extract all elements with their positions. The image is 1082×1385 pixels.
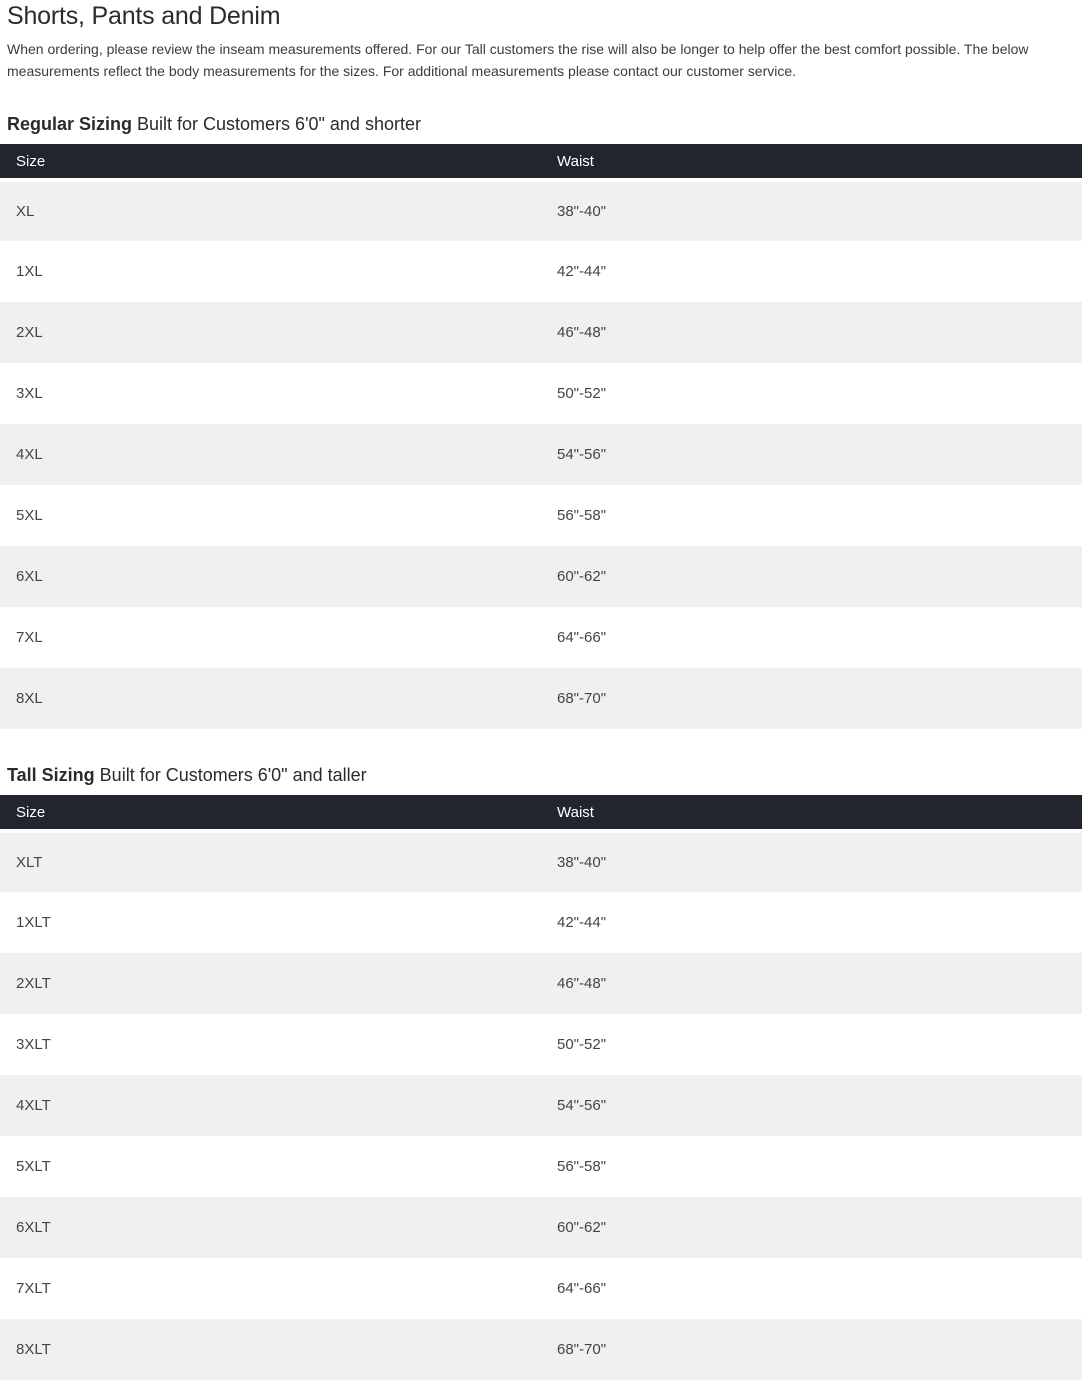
waist-cell: 60"-62" [557, 1219, 607, 1236]
page-title: Shorts, Pants and Denim [7, 2, 281, 30]
table-header-row: Size Waist [0, 144, 1082, 182]
waist-cell: 50"-52" [557, 1036, 607, 1053]
table-row: 3XLT 50"-52" [0, 1014, 1082, 1075]
size-cell: XLT [16, 854, 43, 871]
size-cell: 5XL [16, 507, 43, 524]
table-row: 3XL 50"-52" [0, 363, 1082, 424]
size-cell: 2XLT [16, 975, 51, 992]
regular-sizing-heading-bold: Regular Sizing [7, 114, 133, 134]
waist-cell: 42"-44" [557, 914, 607, 931]
waist-cell: 42"-44" [557, 263, 607, 280]
table-row: XLT 38"-40" [0, 831, 1082, 892]
tall-sizing-table-header: Size Waist [0, 795, 1082, 833]
table-header-row: Size Waist [0, 795, 1082, 833]
size-cell: 4XLT [16, 1097, 51, 1114]
table-row: 1XLT 42"-44" [0, 892, 1082, 953]
tall-sizing-heading-bold: Tall Sizing [7, 765, 95, 785]
size-cell: 8XLT [16, 1341, 51, 1358]
table-row: 1XL 42"-44" [0, 241, 1082, 302]
table-row: 7XL 64"-66" [0, 607, 1082, 668]
table-row: 2XL 46"-48" [0, 302, 1082, 363]
size-cell: 3XLT [16, 1036, 51, 1053]
size-cell: 5XLT [16, 1158, 51, 1175]
size-cell: 6XL [16, 568, 43, 585]
size-column-header: Size [0, 795, 541, 833]
table-row: 4XLT 54"-56" [0, 1075, 1082, 1136]
waist-cell: 38"-40" [557, 854, 607, 871]
page-description: When ordering, please review the inseam … [7, 41, 1029, 79]
table-row: 4XL 54"-56" [0, 424, 1082, 485]
size-cell: 3XL [16, 385, 43, 402]
waist-cell: 50"-52" [557, 385, 607, 402]
tall-sizing-heading-rest: Built for Customers 6'0" and taller [94, 765, 367, 785]
waist-cell: 56"-58" [557, 1158, 607, 1175]
table-row: 2XLT 46"-48" [0, 953, 1082, 1014]
waist-cell: 54"-56" [557, 1097, 607, 1114]
regular-sizing-table-header: Size Waist [0, 144, 1082, 182]
size-cell: 7XLT [16, 1280, 51, 1297]
waist-cell: 64"-66" [557, 1280, 607, 1297]
waist-cell: 68"-70" [557, 1341, 607, 1358]
regular-sizing-heading-rest: Built for Customers 6'0" and shorter [132, 114, 421, 134]
waist-cell: 46"-48" [557, 324, 607, 341]
table-row: 6XL 60"-62" [0, 546, 1082, 607]
waist-cell: 46"-48" [557, 975, 607, 992]
table-row: XL 38"-40" [0, 180, 1082, 241]
table-row: 5XL 56"-58" [0, 485, 1082, 546]
size-cell: 8XL [16, 690, 43, 707]
waist-column-header: Waist [541, 144, 1082, 182]
size-cell: 4XL [16, 446, 43, 463]
tall-sizing-heading: Tall Sizing Built for Customers 6'0" and… [0, 763, 1082, 787]
table-row: 5XLT 56"-58" [0, 1136, 1082, 1197]
waist-cell: 64"-66" [557, 629, 607, 646]
waist-cell: 68"-70" [557, 690, 607, 707]
waist-cell: 60"-62" [557, 568, 607, 585]
table-row: 7XLT 64"-66" [0, 1258, 1082, 1319]
size-cell: 2XL [16, 324, 43, 341]
size-column-header: Size [0, 144, 541, 182]
size-cell: 6XLT [16, 1219, 51, 1236]
table-row: 8XL 68"-70" [0, 668, 1082, 729]
waist-column-header: Waist [541, 795, 1082, 833]
size-cell: 7XL [16, 629, 43, 646]
table-row: 6XLT 60"-62" [0, 1197, 1082, 1258]
size-cell: 1XL [16, 263, 43, 280]
waist-cell: 38"-40" [557, 203, 607, 220]
size-cell: 1XLT [16, 914, 51, 931]
tall-sizing-table: Size Waist XLT 38"-40" 1XLT 42"-44" 2XLT… [0, 795, 1082, 1380]
regular-sizing-table: Size Waist XL 38"-40" 1XL 42"-44" 2XL 46… [0, 144, 1082, 729]
table-row: 8XLT 68"-70" [0, 1319, 1082, 1380]
waist-cell: 56"-58" [557, 507, 607, 524]
size-cell: XL [16, 203, 35, 220]
regular-sizing-heading: Regular Sizing Built for Customers 6'0" … [0, 112, 1082, 136]
waist-cell: 54"-56" [557, 446, 607, 463]
